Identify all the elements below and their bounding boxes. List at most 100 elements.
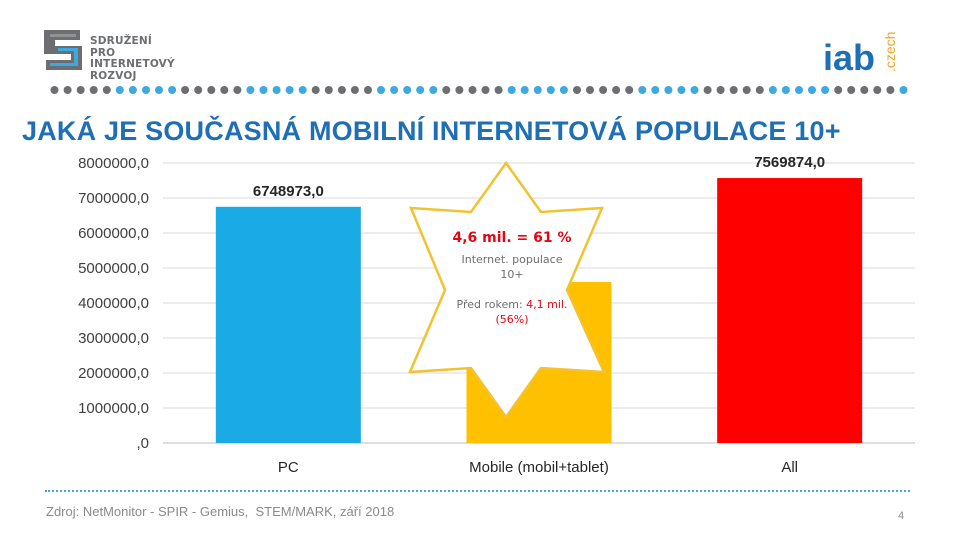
- decorative-dot: [690, 86, 699, 94]
- decorative-dot: [520, 86, 529, 94]
- decorative-dot: [207, 86, 216, 94]
- decorative-dot: [128, 86, 137, 94]
- decorative-dot: [834, 86, 843, 94]
- decorative-dot: [768, 86, 777, 94]
- decorative-dot: [507, 86, 516, 94]
- decorative-dot: [781, 86, 790, 94]
- decorative-dot: [703, 86, 712, 94]
- y-tick-label: ,0: [136, 435, 149, 452]
- decorative-dot: [115, 86, 124, 94]
- decorative-dot: [350, 86, 359, 94]
- callout-prev-pct: (56%): [495, 313, 529, 326]
- decorative-dot: [638, 86, 647, 94]
- x-tick-label: Mobile (mobil+tablet): [469, 459, 609, 476]
- page-number: 4: [898, 510, 905, 522]
- decorative-dot: [742, 86, 751, 94]
- iab-logo: iab .czech: [820, 16, 910, 78]
- decorative-dot: [559, 86, 568, 94]
- y-tick-label: 5000000,0: [78, 260, 149, 277]
- decorative-dot: [220, 86, 229, 94]
- decorative-dot: [599, 86, 608, 94]
- decorative-dot: [311, 86, 320, 94]
- decorative-dot: [795, 86, 803, 94]
- decorative-dot: [272, 86, 281, 94]
- decorative-dot: [847, 86, 856, 94]
- decorative-dot: [873, 86, 882, 94]
- decorative-dot: [860, 86, 869, 94]
- decorative-dot: [468, 86, 477, 94]
- decorative-dot: [886, 86, 895, 94]
- org-logo-text: SDRUŽENÍ PRO INTERNETOVÝ ROZVOJ: [90, 35, 202, 82]
- decorative-dot: [76, 86, 85, 94]
- decorative-dot: [808, 86, 816, 94]
- decorative-dot: [298, 86, 307, 94]
- callout-headline: 4,6 mil. = 61 %: [452, 230, 572, 246]
- callout: 4,6 mil. = 61 % Internet. populace 10+ P…: [437, 230, 587, 327]
- callout-star-shape: [408, 160, 606, 420]
- callout-line: Internet. populace: [461, 253, 563, 266]
- decorative-dot-row: [50, 86, 908, 94]
- y-tick-label: 1000000,0: [78, 400, 149, 417]
- decorative-dot: [390, 86, 399, 94]
- org-logo: SDRUŽENÍ PRO INTERNETOVÝ ROZVOJ: [42, 28, 202, 81]
- decorative-dot: [442, 86, 451, 94]
- iab-logo-sub: .czech: [882, 32, 898, 72]
- chart-x-axis: PC Mobile (mobil+tablet) All: [278, 459, 798, 476]
- decorative-dot: [429, 86, 438, 94]
- y-tick-label: 3000000,0: [78, 330, 149, 347]
- decorative-dot: [625, 86, 634, 94]
- org-logo-line: ROZVOJ: [90, 69, 137, 82]
- x-tick-label: All: [781, 459, 798, 476]
- decorative-dot: [533, 86, 542, 94]
- iab-logo-main: iab: [823, 37, 875, 78]
- y-tick-label: 7000000,0: [78, 190, 149, 207]
- decorative-dot: [546, 86, 555, 94]
- decorative-dot: [821, 86, 830, 94]
- bar-chart: ,0 1000000,0 2000000,0 3000000,0 4000000,0 50…: [78, 154, 915, 476]
- decorative-dot: [716, 86, 725, 94]
- decorative-dot: [89, 86, 98, 94]
- decorative-dot: [586, 86, 594, 94]
- decorative-dot: [142, 86, 150, 94]
- chart-data-labels: 6748973,0 7569874,0: [253, 154, 825, 200]
- decorative-dot: [377, 86, 385, 94]
- bar: [215, 206, 361, 443]
- decorative-dot: [403, 86, 412, 94]
- page-title: JAKÁ JE SOUČASNÁ MOBILNÍ INTERNETOVÁ POP…: [22, 116, 841, 146]
- decorative-dot: [677, 86, 686, 94]
- decorative-dot: [50, 86, 59, 94]
- decorative-dot: [337, 86, 346, 94]
- chart-bars: [215, 178, 863, 443]
- decorative-dot: [63, 86, 72, 94]
- decorative-dot: [324, 86, 333, 94]
- decorative-dot: [481, 86, 490, 94]
- decorative-dot: [664, 86, 673, 94]
- org-logo-line: PRO INTERNETOVÝ: [90, 46, 175, 70]
- decorative-dot: [181, 86, 190, 94]
- decorative-dot: [246, 86, 255, 94]
- org-logo-mark-icon: [44, 30, 82, 70]
- decorative-dot: [233, 86, 242, 94]
- callout-prev-value: 4,1 mil.: [526, 298, 568, 311]
- decorative-dot: [651, 86, 660, 94]
- data-label: 7569874,0: [754, 154, 825, 171]
- callout-prev-label: Před rokem:: [456, 298, 527, 311]
- decorative-dot: [194, 86, 203, 94]
- decorative-dot: [285, 86, 294, 94]
- decorative-dot: [612, 86, 621, 94]
- decorative-dot: [899, 86, 908, 94]
- decorative-dot: [573, 86, 581, 94]
- footer-divider: [45, 490, 910, 492]
- chart-y-axis: ,0 1000000,0 2000000,0 3000000,0 4000000,0 50…: [78, 155, 149, 452]
- decorative-dot: [168, 86, 177, 94]
- decorative-dot: [155, 86, 163, 94]
- source-note: Zdroj: NetMonitor - SPIR - Gemius, STEM/…: [46, 504, 395, 519]
- decorative-dot: [455, 86, 464, 94]
- x-tick-label: PC: [278, 459, 299, 476]
- y-tick-label: 2000000,0: [78, 365, 149, 382]
- bar: [717, 178, 863, 443]
- decorative-dot: [494, 86, 503, 94]
- decorative-dot: [259, 86, 268, 94]
- decorative-dot: [755, 86, 764, 94]
- decorative-dot: [416, 86, 425, 94]
